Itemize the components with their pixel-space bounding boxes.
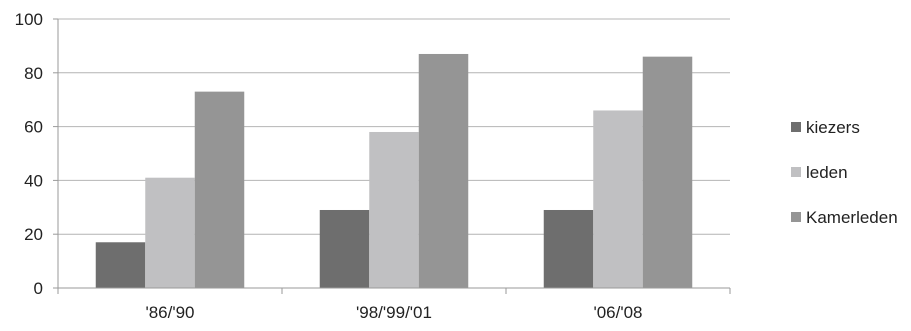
bar-kiezers-3 [543, 209, 594, 288]
legend-label-kamerleden: Kamerleden [806, 208, 898, 227]
x-tick-label: '06/'08 [593, 303, 642, 322]
legend-swatch-kiezers [791, 122, 801, 132]
legend-swatch-kamerleden [791, 212, 801, 222]
bar-kamerleden-1 [194, 91, 245, 288]
legend-label-leden: leden [806, 163, 848, 182]
y-tick-label: 0 [34, 279, 43, 298]
y-tick-label: 40 [24, 171, 43, 190]
bar-kiezers-2 [319, 209, 370, 288]
y-tick-label: 20 [24, 225, 43, 244]
y-tick-label: 60 [24, 118, 43, 137]
bar-leden-1 [145, 177, 195, 288]
y-tick-label: 80 [24, 64, 43, 83]
bar-kiezers-1 [95, 242, 146, 288]
legend-swatch-leden [791, 167, 801, 177]
legend-label-kiezers: kiezers [806, 118, 860, 137]
bar-leden-2 [369, 131, 419, 288]
x-tick-label: '98/'99/'01 [356, 303, 432, 322]
bar-kamerleden-2 [418, 53, 469, 288]
bar-leden-3 [593, 110, 643, 289]
y-tick-label: 100 [15, 10, 43, 29]
x-tick-label: '86/'90 [145, 303, 194, 322]
bar-kamerleden-3 [642, 56, 693, 288]
